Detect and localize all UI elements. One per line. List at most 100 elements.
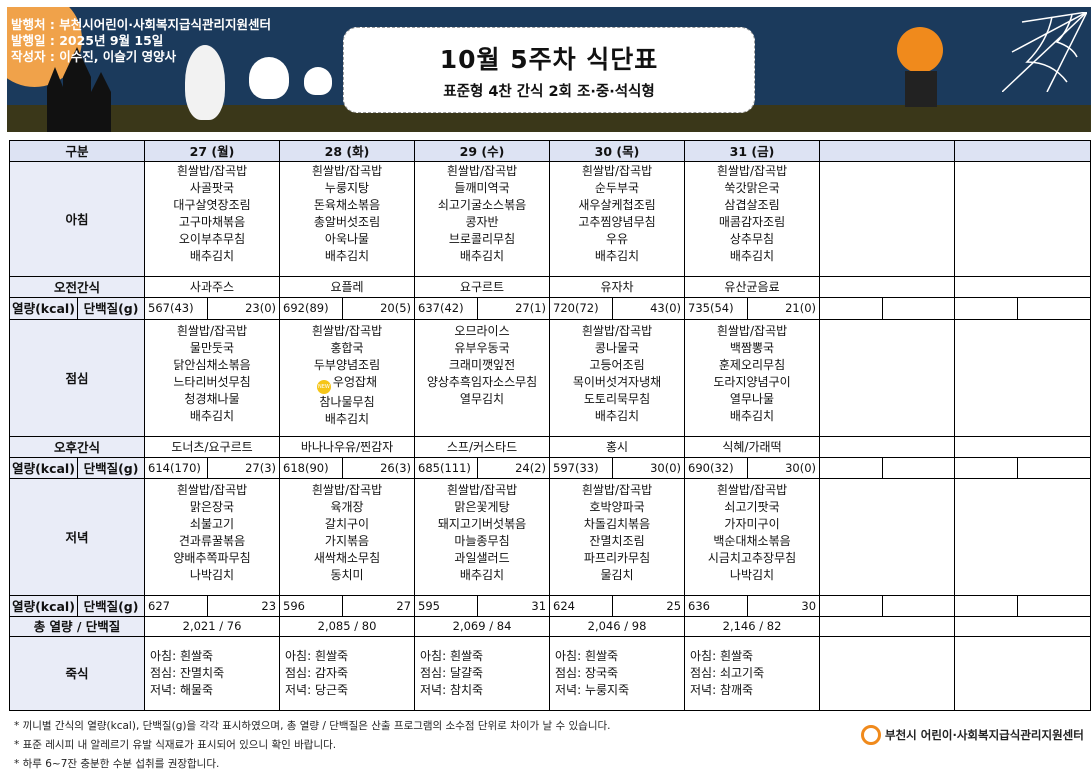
menu-item: 흰쌀밥/잡곡밥	[146, 482, 279, 499]
porridge-item: 저녁: 참치죽	[420, 683, 484, 697]
table-row: 열량(kcal) 단백질(g) 627 23 596 27 595 31 624 25 636 30	[9, 595, 1091, 617]
menu-item-text: 목이버섯겨자냉채	[572, 375, 662, 389]
menu-item: 매콤감자조림	[686, 214, 819, 231]
porridge-item: 아침: 흰쌀죽	[555, 649, 619, 663]
menu-item-text: 잔멸치조림	[589, 534, 645, 548]
page-title: 10월 5주차 식단표	[439, 45, 659, 74]
dinner-menu	[819, 478, 956, 596]
menu-item: 배추김치	[416, 567, 549, 584]
am_snack-cell: 요구르트	[414, 276, 551, 298]
menu-item: 흰쌀밥/잡곡밥	[146, 323, 279, 340]
kcal-value: 567(43)	[144, 297, 209, 320]
menu-item-text: 오므라이스	[454, 324, 510, 338]
ghost-illustration	[249, 57, 289, 99]
menu-item: 동치미	[281, 567, 414, 584]
menu-item: 두부양념조림	[281, 357, 414, 374]
menu-item-text: 백순대채소볶음	[713, 534, 791, 548]
center-name: 부천시 어린이·사회복지급식관리지원센터	[885, 728, 1084, 742]
menu-item: 흰쌀밥/잡곡밥	[686, 323, 819, 340]
menu-item: 도토리묵무침	[551, 391, 684, 408]
menu-item: 쇠고기팟국	[686, 499, 819, 516]
menu-item: 과일샐러드	[416, 550, 549, 567]
kcal-value: 685(111)	[414, 457, 479, 479]
porridge-item: 점심: 감자죽	[285, 666, 349, 680]
menu-item-text: 양배추쪽파무침	[173, 551, 251, 565]
menu-item: 물만둣국	[146, 340, 279, 357]
menu-item: 차돌김치볶음	[551, 516, 684, 533]
menu-item: 훈제오리무침	[686, 357, 819, 374]
total-value: 2,069 / 84	[414, 616, 551, 637]
menu-item: 쇠불고기	[146, 516, 279, 533]
menu-item: 오이부추무침	[146, 231, 279, 248]
lunch-menu: 흰쌀밥/잡곡밥 물만둣국 닭안심채소볶음 느타리버섯무침 청경채나물 배추김치	[144, 319, 281, 437]
table-row: 열량(kcal) 단백질(g) 614(170) 27(3) 618(90) 26(3) 6…	[9, 457, 1091, 479]
menu-item-text: 맑은꽃게탕	[454, 500, 510, 514]
porridge-item: 아침: 흰쌀죽	[420, 649, 484, 663]
menu-item-text: 참나물무침	[319, 395, 375, 409]
pm_snack-label: 오후간식	[8, 436, 146, 458]
menu-item: 닭안심채소볶음	[146, 357, 279, 374]
menu-item-text: 흰쌀밥/잡곡밥	[311, 164, 383, 178]
table-row: 열량(kcal) 단백질(g) 567(43) 23(0) 692(89) 20(5) 63…	[9, 297, 1091, 320]
menu-item: 나박김치	[146, 567, 279, 584]
kcal-value: 597(33)	[549, 457, 614, 479]
menu-item-text: 흰쌀밥/잡곡밥	[446, 483, 518, 497]
menu-item: 배추김치	[146, 248, 279, 265]
porridge-item: 점심: 장국죽	[555, 666, 619, 680]
am_snack-cell: 유산균음료	[684, 276, 821, 298]
note: * 하루 6~7잔 충분한 수분 섭취를 권장합니다.	[14, 758, 220, 770]
menu-item: 콩자반	[416, 214, 549, 231]
menu-item-text: 흰쌀밥/잡곡밥	[581, 324, 653, 338]
am_snack-label: 오전간식	[8, 276, 146, 298]
menu-item-text: 배추김치	[594, 249, 640, 263]
protein-label: 단백질(g)	[76, 457, 146, 479]
kcal-value	[819, 457, 884, 479]
spiderweb-icon	[1002, 12, 1087, 92]
menu-item-text: 홍합국	[330, 341, 364, 355]
menu-item-text: 청경채나물	[184, 392, 240, 406]
protein-value: 27	[342, 595, 416, 617]
menu-item: 오므라이스	[416, 323, 549, 340]
author: 작성자 : 이수진, 이슬기 영양사	[11, 49, 177, 64]
porridge-menu: 아침: 흰쌀죽 점심: 잔멸치죽 저녁: 해물죽	[144, 636, 281, 711]
protein-value: 43(0)	[612, 297, 686, 320]
breakfast-menu: 흰쌀밥/잡곡밥 들깨미역국 쇠고기굴소스볶음 콩자반 브로콜리무침 배추김치	[414, 161, 551, 277]
menu-item: NEW 우엉잡채	[281, 374, 414, 394]
note: * 표준 레시피 내 알레르기 유발 식재료가 표시되어 있으니 확인 바랍니다…	[14, 739, 337, 751]
menu-item-text: 호박양파국	[589, 500, 645, 514]
menu-item: 양상추흑임자소스무침	[416, 374, 549, 391]
menu-item-text: 누룽지탕	[324, 181, 370, 195]
menu-item-text: 매콤감자조림	[718, 215, 786, 229]
protein-value	[882, 595, 956, 617]
kcal-label: 열량(kcal)	[9, 457, 78, 479]
menu-item: 배추김치	[281, 248, 414, 265]
am_snack-cell	[819, 276, 956, 298]
porridge-item: 점심: 달걀죽	[420, 666, 484, 680]
menu-item-text: 갈치구이	[324, 517, 370, 531]
porridge-menu: 아침: 흰쌀죽 점심: 감자죽 저녁: 당근죽	[279, 636, 416, 711]
total-value: 2,146 / 82	[684, 616, 821, 637]
kcal-label: 열량(kcal)	[9, 595, 78, 617]
menu-item: 청경채나물	[146, 391, 279, 408]
protein-value: 24(2)	[477, 457, 551, 479]
pumpkin-child-illustration	[897, 27, 943, 73]
protein-value	[1017, 595, 1091, 617]
menu-item-text: 오이부추무침	[178, 232, 246, 246]
menu-item: 흰쌀밥/잡곡밥	[686, 163, 819, 180]
am_snack-cell	[954, 276, 1091, 298]
porridge-item: 저녁: 해물죽	[150, 683, 214, 697]
porridge-menu	[954, 636, 1091, 711]
menu-item-text: 배추김치	[189, 409, 235, 423]
day-header: 29 (수)	[414, 140, 551, 162]
menu-item: 배추김치	[551, 408, 684, 425]
dinner-menu: 흰쌀밥/잡곡밥 육개장 갈치구이 가지볶음 새싹채소무침 동치미	[279, 478, 416, 596]
menu-item-text: 견과류꿀볶음	[178, 534, 246, 548]
protein-value: 26(3)	[342, 457, 416, 479]
menu-item: 새싹채소무침	[281, 550, 414, 567]
menu-item-text: 새우살케첩조림	[578, 198, 656, 212]
menu-item-text: 사골팟국	[189, 181, 235, 195]
pm_snack-cell: 바나나우유/찐감자	[279, 436, 416, 458]
menu-item-text: 두부양념조림	[313, 358, 381, 372]
protein-value: 23	[207, 595, 281, 617]
